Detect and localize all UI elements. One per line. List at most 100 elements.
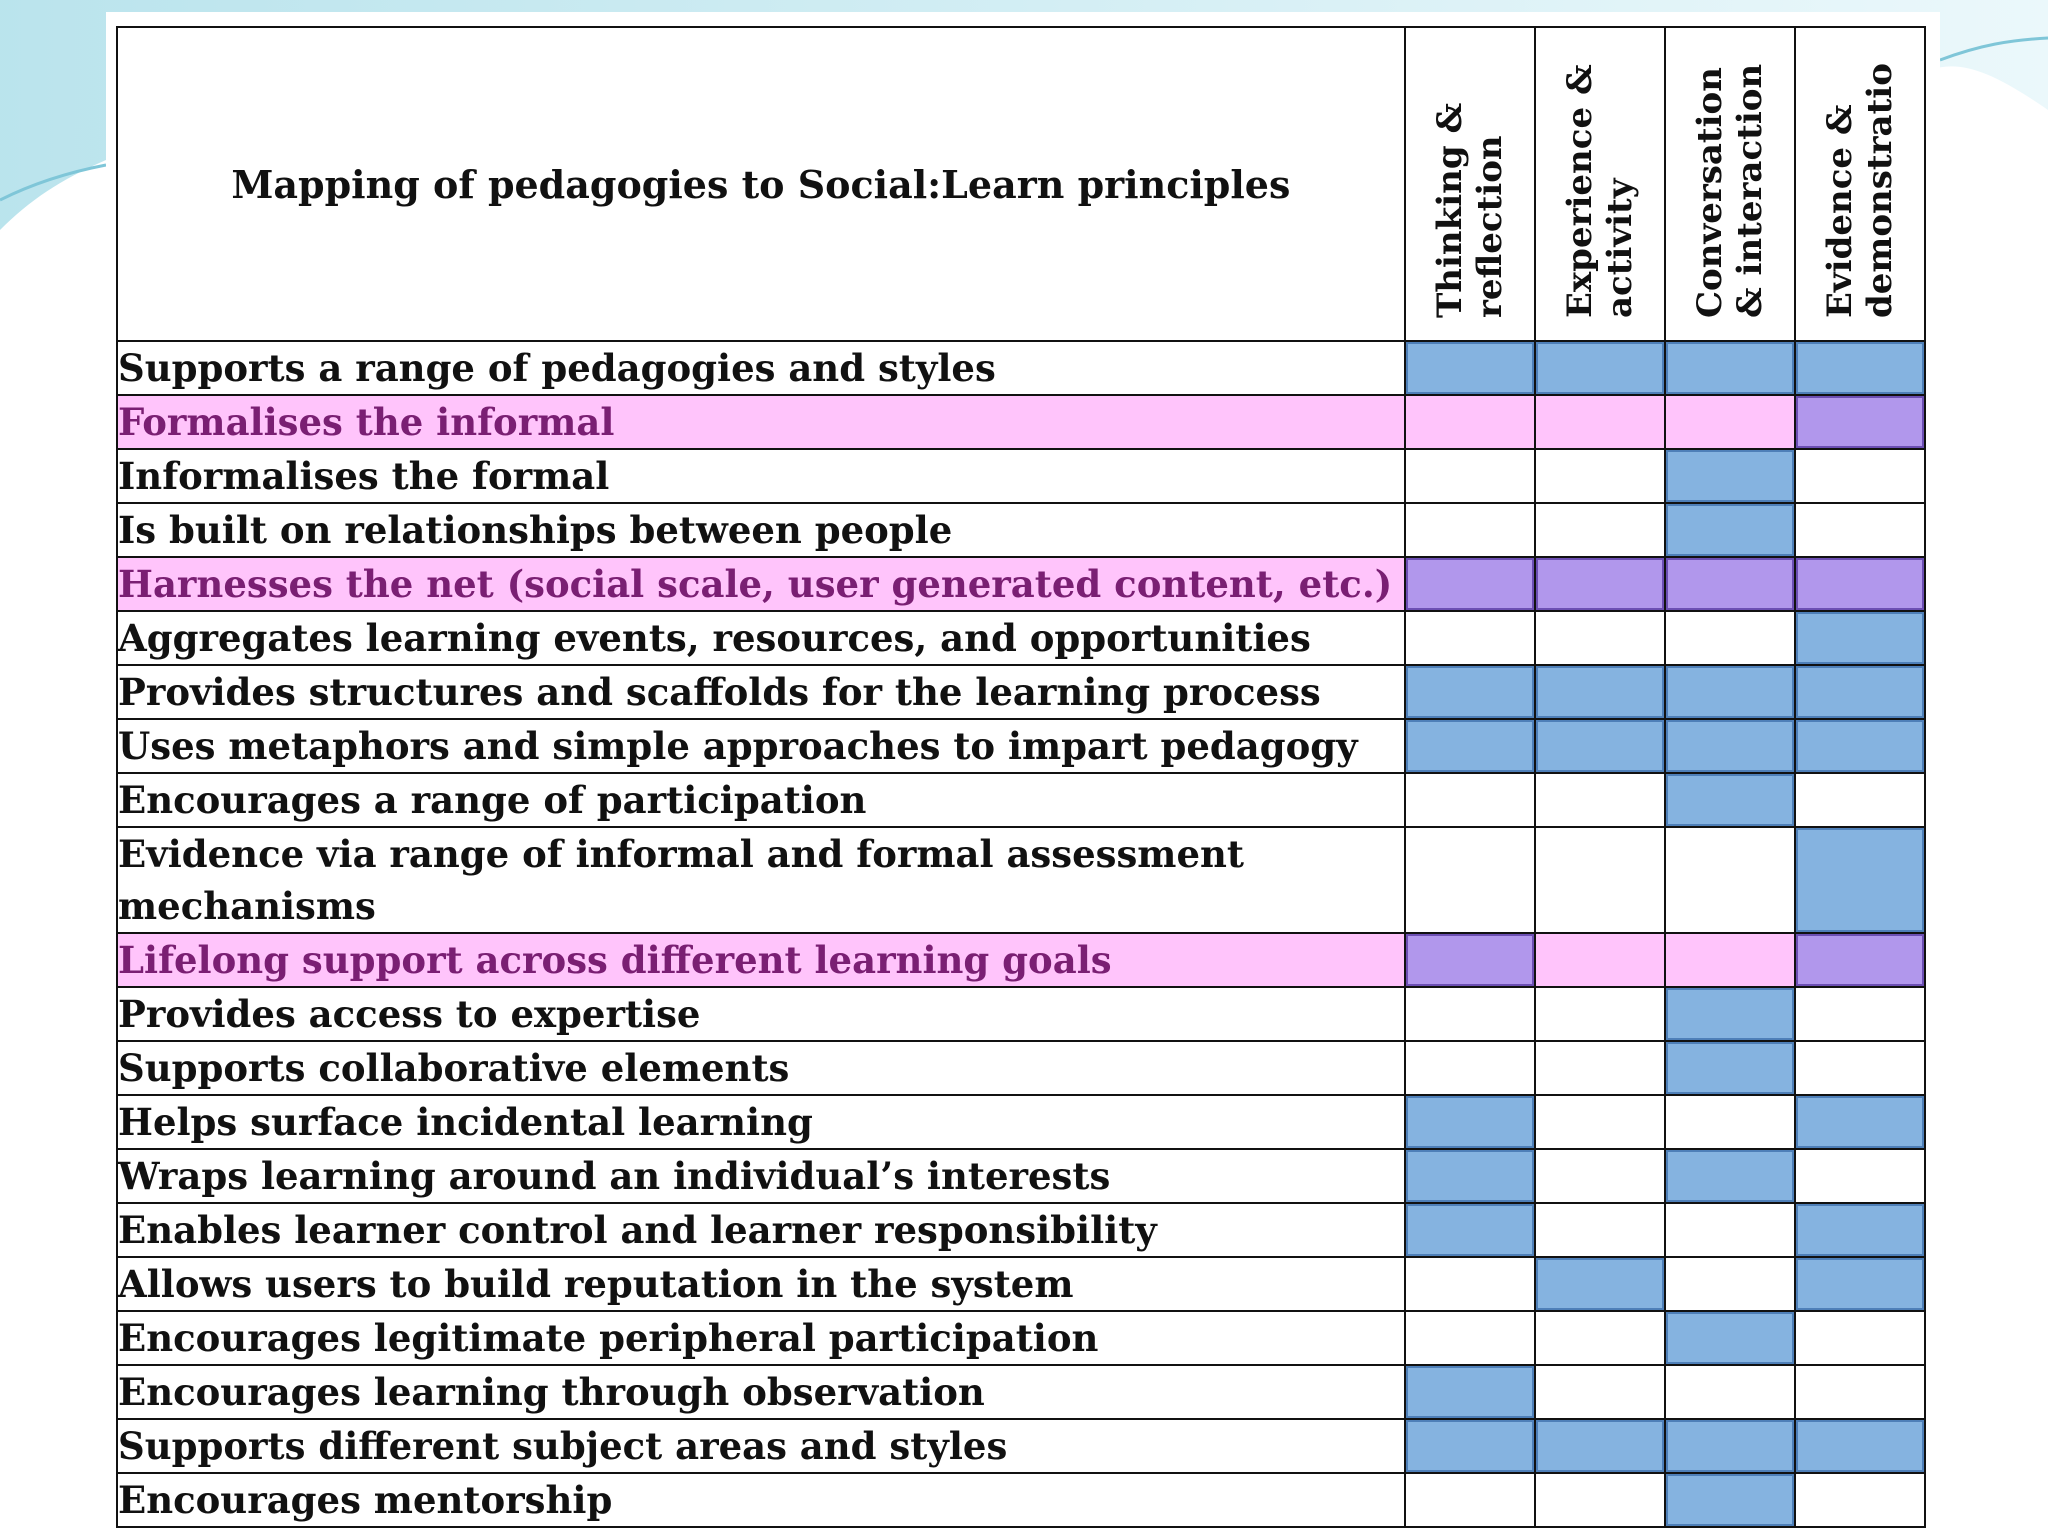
empty-cell [1533, 1040, 1666, 1096]
table-row: Is built on relationships between people [116, 502, 1927, 558]
empty-cell [1793, 1364, 1927, 1420]
mapped-cell [1663, 772, 1796, 828]
row-label: Aggregates learning events, resources, a… [116, 610, 1406, 666]
mapped-cell [1663, 448, 1796, 504]
row-label: Informalises the formal [116, 448, 1406, 504]
mapped-cell [1793, 1256, 1927, 1312]
empty-cell [1533, 394, 1666, 450]
empty-cell [1533, 610, 1666, 666]
mapped-cell [1533, 1418, 1666, 1474]
mapped-cell [1793, 394, 1927, 450]
mapped-cell [1533, 1256, 1666, 1312]
empty-cell [1663, 1202, 1796, 1258]
column-header-evidence: Evidence & demonstratio [1793, 26, 1927, 342]
mapped-cell [1793, 610, 1927, 666]
empty-cell [1663, 1094, 1796, 1150]
empty-cell [1403, 1310, 1536, 1366]
mapped-cell [1403, 932, 1536, 988]
empty-cell [1663, 1256, 1796, 1312]
empty-cell [1403, 1256, 1536, 1312]
empty-cell [1533, 1202, 1666, 1258]
empty-cell [1403, 610, 1536, 666]
row-label: Evidence via range of informal and forma… [116, 826, 1406, 934]
table-row: Supports a range of pedagogies and style… [116, 340, 1927, 396]
empty-cell [1533, 1472, 1666, 1528]
mapped-cell [1403, 664, 1536, 720]
table-row: Provides access to expertise [116, 986, 1927, 1042]
empty-cell [1663, 394, 1796, 450]
mapped-cell [1663, 718, 1796, 774]
row-label: Formalises the informal [116, 394, 1406, 450]
empty-cell [1403, 1472, 1536, 1528]
mapped-cell [1663, 664, 1796, 720]
mapped-cell [1403, 340, 1536, 396]
mapped-cell [1533, 340, 1666, 396]
row-label: Helps surface incidental learning [116, 1094, 1406, 1150]
empty-cell [1793, 1040, 1927, 1096]
mapped-cell [1663, 1418, 1796, 1474]
empty-cell [1663, 610, 1796, 666]
empty-cell [1403, 502, 1536, 558]
mapped-cell [1663, 340, 1796, 396]
mapped-cell [1403, 1418, 1536, 1474]
row-label: Lifelong support across different learni… [116, 932, 1406, 988]
table-row: Aggregates learning events, resources, a… [116, 610, 1927, 666]
mapped-cell [1663, 1310, 1796, 1366]
row-label: Provides access to expertise [116, 986, 1406, 1042]
empty-cell [1663, 932, 1796, 988]
table-row: Helps surface incidental learning [116, 1094, 1927, 1150]
table-title: Mapping of pedagogies to Social:Learn pr… [116, 26, 1406, 342]
row-label: Harnesses the net (social scale, user ge… [116, 556, 1406, 612]
row-label: Allows users to build reputation in the … [116, 1256, 1406, 1312]
mapping-table: Mapping of pedagogies to Social:Learn pr… [116, 26, 1927, 1528]
row-label: Supports collaborative elements [116, 1040, 1406, 1096]
mapped-cell [1663, 1472, 1796, 1528]
table-row: Encourages legitimate peripheral partici… [116, 1310, 1927, 1366]
column-header-experience: Experience & activity [1533, 26, 1666, 342]
table-row: Wraps learning around an individual’s in… [116, 1148, 1927, 1204]
empty-cell [1663, 1364, 1796, 1420]
empty-cell [1533, 826, 1666, 934]
empty-cell [1793, 986, 1927, 1042]
mapped-cell [1403, 1364, 1536, 1420]
mapped-cell [1793, 932, 1927, 988]
mapped-cell [1793, 718, 1927, 774]
empty-cell [1793, 1148, 1927, 1204]
row-label: Enables learner control and learner resp… [116, 1202, 1406, 1258]
column-header-conversation: Conversation & interaction [1663, 26, 1796, 342]
table-row: Harnesses the net (social scale, user ge… [116, 556, 1927, 612]
empty-cell [1663, 826, 1796, 934]
mapped-cell [1793, 664, 1927, 720]
empty-cell [1403, 826, 1536, 934]
mapped-cell [1793, 1094, 1927, 1150]
mapped-cell [1793, 826, 1927, 934]
table-row: Encourages a range of participation [116, 772, 1927, 828]
column-header-thinking: Thinking & reflection [1403, 26, 1536, 342]
mapped-cell [1663, 1148, 1796, 1204]
mapped-cell [1793, 556, 1927, 612]
empty-cell [1403, 394, 1536, 450]
mapped-cell [1403, 718, 1536, 774]
mapped-cell [1403, 556, 1536, 612]
empty-cell [1533, 772, 1666, 828]
mapped-cell [1533, 718, 1666, 774]
table-row: Evidence via range of informal and forma… [116, 826, 1927, 934]
table-row: Enables learner control and learner resp… [116, 1202, 1927, 1258]
empty-cell [1793, 448, 1927, 504]
row-label: Encourages a range of participation [116, 772, 1406, 828]
mapped-cell [1663, 556, 1796, 612]
empty-cell [1793, 1472, 1927, 1528]
empty-cell [1403, 1040, 1536, 1096]
mapped-cell [1793, 1202, 1927, 1258]
table-row: Provides structures and scaffolds for th… [116, 664, 1927, 720]
header-row: Mapping of pedagogies to Social:Learn pr… [116, 26, 1927, 342]
mapped-cell [1533, 664, 1666, 720]
empty-cell [1533, 448, 1666, 504]
empty-cell [1533, 1310, 1666, 1366]
mapped-cell [1663, 986, 1796, 1042]
table-row: Supports different subject areas and sty… [116, 1418, 1927, 1474]
row-label: Supports a range of pedagogies and style… [116, 340, 1406, 396]
table-row: Encourages learning through observation [116, 1364, 1927, 1420]
table-row: Encourages mentorship [116, 1472, 1927, 1528]
mapped-cell [1663, 502, 1796, 558]
